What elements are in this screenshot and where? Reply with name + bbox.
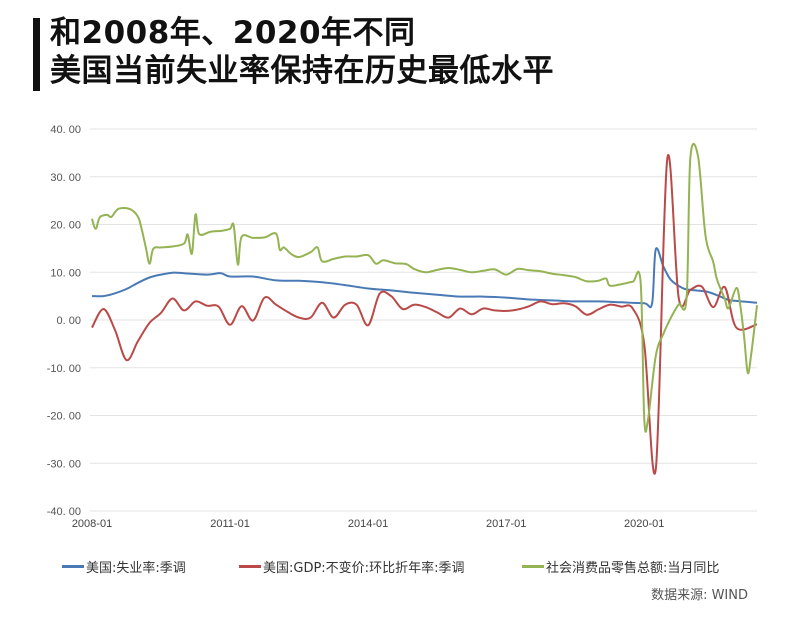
series-lines xyxy=(91,143,758,475)
x-tick-label: 2020-01 xyxy=(624,518,664,530)
y-tick-label: -10. 00 xyxy=(47,363,81,375)
unemployment-line xyxy=(91,247,758,309)
x-tick-label: 2017-01 xyxy=(486,518,526,530)
y-axis: 40. 00 30. 00 20. 00 10. 00 0. 00 -10. 00 -20.… xyxy=(47,124,81,518)
y-tick-label: -20. 00 xyxy=(47,411,81,423)
legend: 美国:失业率:季调 美国:GDP:不变价:环比折年率:季调 社会消费品零售总额:… xyxy=(62,557,762,579)
x-tick-label: 2008-01 xyxy=(72,518,112,530)
chart-title: 和2008年、2020年不同 美国当前失业率保持在历史最低水平 xyxy=(50,14,554,90)
legend-item-gdp: 美国:GDP:不变价:环比折年率:季调 xyxy=(239,557,464,576)
legend-item-retail: 社会消费品零售总额:当月同比 xyxy=(522,557,719,576)
y-tick-label: -40. 00 xyxy=(47,506,81,518)
y-tick-label: 30. 00 xyxy=(50,172,81,184)
y-tick-label: 10. 00 xyxy=(50,267,81,279)
x-tick-label: 2011-01 xyxy=(210,518,250,530)
x-axis: 2008-01 2011-01 2014-01 2017-01 2020-01 xyxy=(72,518,665,530)
retail-sales-line xyxy=(91,143,758,433)
legend-swatch-green xyxy=(522,565,544,568)
legend-swatch-red xyxy=(239,565,261,568)
legend-swatch-blue xyxy=(62,565,84,568)
legend-label: 美国:失业率:季调 xyxy=(86,561,186,576)
legend-label: 社会消费品零售总额:当月同比 xyxy=(546,561,720,576)
y-tick-label: 40. 00 xyxy=(50,124,81,136)
title-accent-bar xyxy=(33,18,40,91)
y-tick-label: -30. 00 xyxy=(47,458,81,470)
title-line-1: 和2008年、2020年不同 xyxy=(50,15,416,51)
y-tick-label: 0. 00 xyxy=(57,315,81,327)
x-tick-label: 2014-01 xyxy=(348,518,388,530)
gdp-line xyxy=(91,154,758,475)
legend-item-unemployment: 美国:失业率:季调 xyxy=(62,557,186,576)
y-tick-label: 20. 00 xyxy=(50,220,81,232)
title-line-2: 美国当前失业率保持在历史最低水平 xyxy=(50,53,554,89)
data-source-note: 数据来源: WIND xyxy=(651,588,748,603)
legend-label: 美国:GDP:不变价:环比折年率:季调 xyxy=(263,561,465,576)
